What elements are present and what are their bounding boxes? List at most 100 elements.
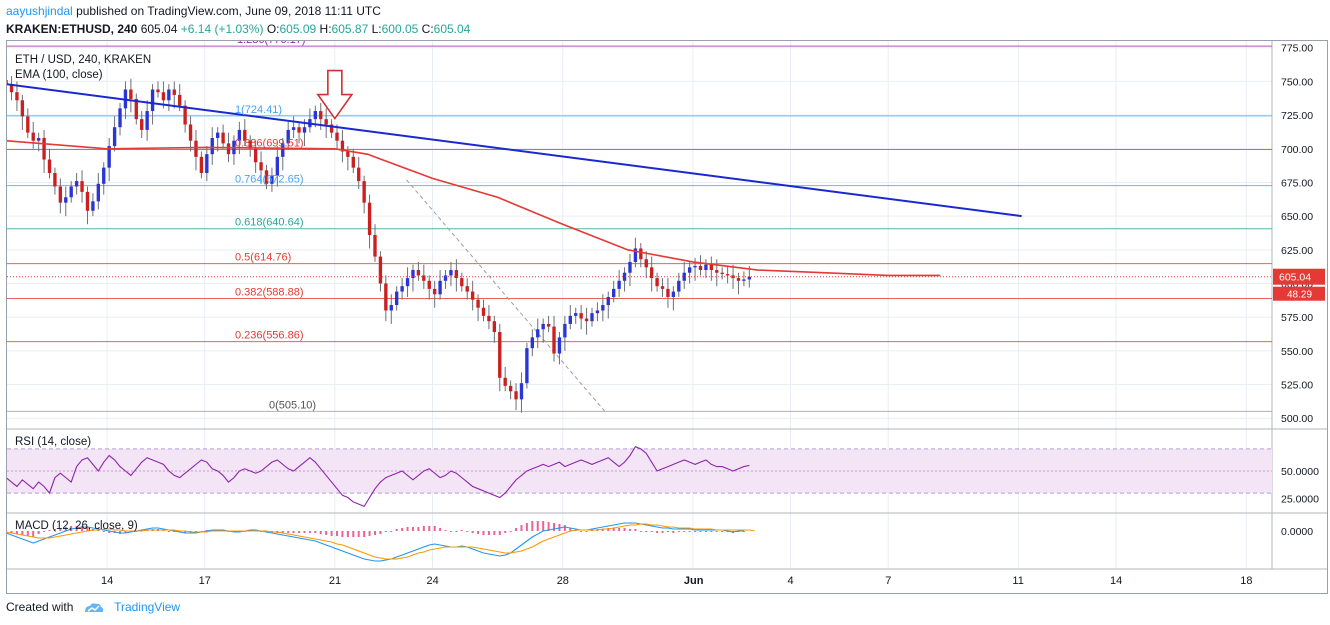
macd-histogram-bar	[645, 531, 648, 532]
candle-body	[449, 270, 453, 276]
candle-body	[432, 288, 437, 295]
macd-histogram-bar	[694, 531, 697, 532]
candle-body	[112, 127, 117, 147]
published-text: published on TradingView.com, June 09, 2…	[76, 4, 381, 18]
candle-body	[150, 89, 155, 112]
candle-body	[259, 162, 263, 171]
macd-line	[7, 522, 744, 562]
macd-histogram-bar	[15, 531, 18, 534]
candle-body	[628, 261, 632, 273]
macd-histogram-bar	[411, 527, 414, 531]
price-axis-tick-label: 550.00	[1281, 346, 1313, 358]
macd-histogram-bar	[102, 531, 105, 532]
fib-dashed-line	[406, 179, 606, 412]
rsi-axis-tick-label: 25.0000	[1281, 494, 1319, 506]
macd-histogram-bar	[710, 531, 713, 532]
macd-histogram-bar	[569, 528, 572, 531]
candle-body	[568, 315, 572, 324]
candle-body	[704, 264, 708, 271]
macd-histogram-bar	[466, 531, 469, 532]
open-label: O:	[266, 22, 280, 36]
candle-body	[340, 140, 345, 152]
price-axis-tick-label: 650.00	[1281, 211, 1313, 223]
candle-body	[400, 286, 404, 292]
candle-body	[324, 119, 328, 125]
macd-histogram-bar	[37, 531, 40, 534]
date-axis-tick-label: 11	[1012, 575, 1023, 587]
candle-body	[438, 280, 442, 295]
macd-histogram-bar	[43, 531, 46, 532]
candle-body	[26, 116, 30, 133]
candle-body	[530, 337, 535, 349]
macd-signal-line	[7, 523, 755, 560]
date-axis-tick-label: 24	[427, 575, 439, 587]
candle-body	[346, 151, 350, 157]
macd-histogram-bar	[330, 531, 333, 536]
macd-histogram-bar	[53, 529, 56, 531]
date-axis-tick-label: 14	[101, 575, 113, 587]
current-price-badge	[1273, 268, 1325, 285]
candle-body	[313, 111, 318, 120]
rsi-line	[7, 445, 750, 508]
macd-histogram-bar	[460, 530, 463, 531]
macd-histogram-bar	[357, 531, 360, 537]
candle-body	[736, 278, 741, 281]
candle-body	[639, 248, 643, 260]
candle-body	[503, 377, 507, 386]
candle-body	[389, 305, 393, 311]
candle-body	[612, 288, 616, 297]
macd-histogram-bar	[59, 528, 62, 531]
candle-body	[563, 323, 567, 338]
open-value: 605.09	[279, 22, 317, 36]
macd-histogram-bar	[373, 531, 376, 535]
candle-body	[470, 291, 475, 300]
candle-body	[378, 256, 383, 284]
price-chart[interactable]: 1.236(776.17) 1(724.41) 0.886(699.51) 0.764…	[7, 41, 1327, 593]
candle-body	[167, 89, 171, 101]
candle-body	[720, 272, 724, 275]
candle-body	[302, 127, 307, 133]
candle-body	[633, 248, 638, 262]
fib-level-label: 1.236(776.17)	[237, 41, 306, 46]
price-change: +6.14 (+1.03%)	[180, 22, 264, 36]
rsi-axis-tick-label: 50.0000	[1281, 466, 1319, 478]
candle-body	[145, 111, 149, 130]
macd-histogram-bar	[477, 531, 480, 534]
macd-histogram-bar	[298, 531, 301, 533]
candle-body	[709, 264, 714, 271]
macd-histogram-bar	[433, 526, 436, 531]
fib-level-label: 0(505.10)	[269, 399, 316, 411]
candle-body	[291, 127, 296, 130]
candle-body	[411, 270, 415, 279]
rsi-legend: RSI (14, close)	[15, 436, 91, 448]
candle-body	[53, 173, 57, 187]
current-price-badge-label: 605.04	[1279, 272, 1311, 284]
macd-legend: MACD (12, 26, close, 9)	[15, 520, 138, 532]
chart-frame: 1.236(776.17) 1(724.41) 0.886(699.51) 0.764…	[6, 40, 1328, 594]
fib-level-label: 0.886(699.51)	[235, 137, 304, 149]
candle-body	[644, 259, 648, 268]
macd-histogram-bar	[10, 531, 13, 533]
candle-body	[31, 132, 35, 141]
candle-body	[698, 265, 703, 271]
macd-histogram-bar	[341, 531, 344, 537]
author-link[interactable]: aayushjindal	[6, 4, 73, 18]
candle-body	[264, 170, 269, 184]
macd-histogram-bar	[721, 531, 724, 532]
macd-histogram-bar	[292, 531, 295, 533]
tradingview-link[interactable]: TradingView	[114, 600, 181, 614]
macd-histogram-bar	[656, 531, 659, 533]
date-axis-tick-label: Jun	[684, 575, 704, 587]
candle-body	[557, 337, 562, 354]
candle-body	[270, 175, 274, 184]
candle-body	[275, 156, 280, 176]
date-axis-tick-label: 7	[885, 575, 891, 587]
candle-body	[715, 270, 719, 273]
low-label: L:	[371, 22, 382, 36]
candle-body	[416, 270, 421, 276]
candle-body	[508, 385, 513, 392]
price-axis-tick-label: 775.00	[1281, 43, 1313, 55]
macd-histogram-bar	[449, 531, 452, 532]
close-label: C:	[421, 22, 434, 36]
candle-body	[286, 129, 290, 144]
